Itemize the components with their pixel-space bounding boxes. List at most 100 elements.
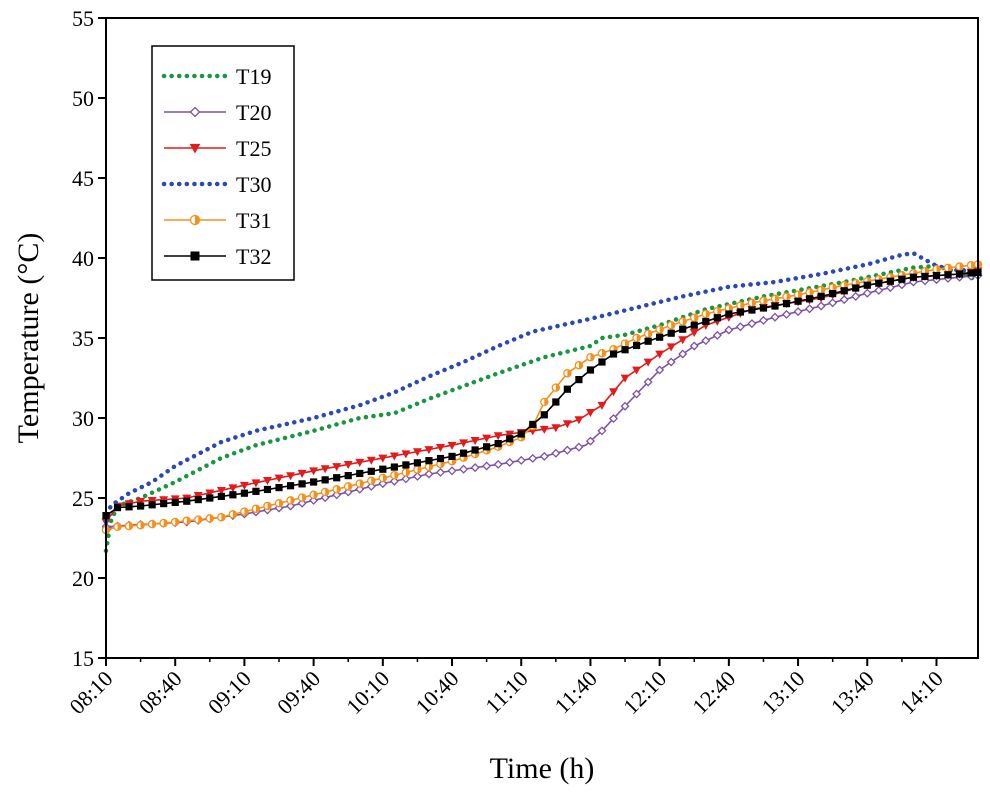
series-line-t30 bbox=[103, 250, 981, 525]
series-marker bbox=[921, 272, 929, 280]
series-marker-fill bbox=[844, 281, 848, 289]
series-marker-fill bbox=[809, 288, 814, 296]
series-marker bbox=[506, 435, 514, 443]
series-marker-fill bbox=[728, 304, 733, 312]
series-line-t31 bbox=[105, 263, 979, 531]
series-marker bbox=[897, 280, 907, 290]
series-marker bbox=[805, 304, 815, 314]
series-marker bbox=[678, 336, 688, 345]
series-marker-fill bbox=[140, 521, 145, 529]
series-marker bbox=[447, 441, 457, 450]
legend-label: T20 bbox=[236, 100, 271, 125]
series-marker bbox=[194, 496, 202, 504]
series-marker bbox=[355, 458, 365, 467]
series-marker bbox=[748, 306, 756, 314]
series-marker-fill bbox=[648, 330, 652, 338]
series-marker bbox=[874, 285, 884, 295]
x-tick-label: 10:10 bbox=[341, 666, 394, 719]
series-marker bbox=[343, 461, 353, 470]
series-marker bbox=[216, 486, 226, 495]
series-marker-fill bbox=[290, 496, 295, 504]
series-marker bbox=[562, 445, 572, 455]
series-marker bbox=[239, 481, 249, 490]
series-marker bbox=[620, 401, 630, 411]
series-marker bbox=[189, 143, 201, 154]
series-marker bbox=[643, 358, 653, 367]
series-marker bbox=[378, 479, 388, 489]
x-axis-title: Time (h) bbox=[490, 752, 595, 785]
series-marker-fill bbox=[117, 523, 122, 531]
legend-box bbox=[151, 45, 295, 281]
series-marker bbox=[159, 496, 169, 505]
series-marker-fill bbox=[601, 349, 606, 357]
series-marker bbox=[909, 273, 918, 281]
series-marker bbox=[425, 457, 433, 465]
series-marker bbox=[632, 341, 641, 350]
series-marker bbox=[160, 500, 168, 508]
series-marker bbox=[528, 453, 538, 463]
series-marker bbox=[389, 476, 399, 486]
series-marker-fill bbox=[244, 508, 249, 516]
series-marker bbox=[470, 437, 480, 446]
series-marker bbox=[413, 459, 422, 467]
legend-item-t25: T25 bbox=[164, 136, 271, 161]
series-layer bbox=[101, 250, 983, 554]
series-marker bbox=[193, 492, 203, 501]
series-marker bbox=[689, 329, 699, 338]
series-marker bbox=[436, 443, 445, 452]
series-marker bbox=[390, 463, 398, 471]
series-marker bbox=[690, 321, 698, 329]
series-marker bbox=[310, 478, 318, 486]
series-marker bbox=[274, 474, 284, 483]
series-marker bbox=[689, 341, 699, 351]
series-marker bbox=[771, 302, 779, 310]
series-line-t25 bbox=[105, 270, 979, 523]
series-marker-fill bbox=[694, 314, 698, 322]
series-marker bbox=[712, 330, 722, 340]
series-marker bbox=[252, 487, 260, 495]
series-marker bbox=[263, 477, 272, 486]
series-marker bbox=[401, 450, 411, 459]
x-tick-label: 09:40 bbox=[272, 666, 325, 719]
series-t31 bbox=[101, 260, 983, 535]
series-marker bbox=[516, 455, 526, 465]
x-tick-label: 14:10 bbox=[895, 666, 948, 719]
series-marker bbox=[436, 454, 445, 463]
series-marker bbox=[147, 497, 157, 506]
series-marker-fill bbox=[417, 466, 422, 474]
series-marker-fill bbox=[832, 284, 837, 292]
series-marker bbox=[424, 469, 434, 479]
series-marker-fill bbox=[302, 494, 306, 502]
legend-label: T19 bbox=[236, 64, 271, 89]
series-marker bbox=[539, 451, 549, 461]
series-marker bbox=[794, 297, 802, 305]
series-marker-fill bbox=[555, 384, 560, 392]
series-marker bbox=[190, 251, 200, 261]
series-marker bbox=[585, 436, 595, 446]
series-marker bbox=[529, 420, 537, 428]
series-marker-fill bbox=[198, 516, 202, 524]
series-marker bbox=[309, 495, 319, 505]
series-marker bbox=[471, 446, 479, 454]
series-marker bbox=[886, 277, 894, 285]
series-marker-fill bbox=[195, 215, 200, 225]
series-marker-fill bbox=[325, 488, 329, 496]
series-marker bbox=[483, 443, 491, 451]
series-marker bbox=[735, 322, 745, 332]
series-marker bbox=[217, 492, 225, 500]
series-marker bbox=[828, 298, 838, 308]
series-marker bbox=[816, 301, 826, 311]
series-marker bbox=[286, 482, 295, 490]
series-marker-fill bbox=[267, 502, 272, 510]
series-marker bbox=[863, 281, 871, 289]
series-marker bbox=[470, 463, 480, 473]
legend-item-t31: T31 bbox=[164, 208, 271, 233]
series-marker-fill bbox=[751, 299, 756, 307]
series-marker-fill bbox=[336, 485, 341, 493]
series-marker bbox=[332, 463, 342, 472]
series-marker bbox=[251, 479, 261, 488]
series-marker bbox=[644, 337, 652, 345]
series-marker bbox=[240, 489, 249, 497]
series-marker bbox=[148, 501, 156, 509]
series-marker bbox=[679, 325, 687, 333]
